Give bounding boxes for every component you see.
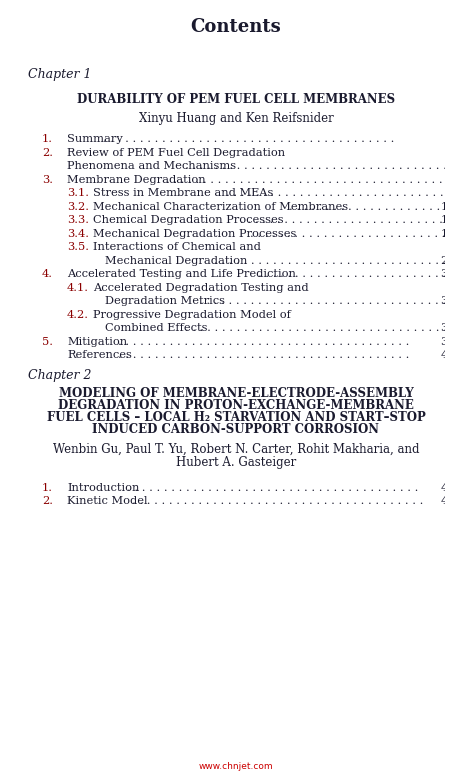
Text: . . . . . . . . . . . . . . . . . . . . . . . . . . . . . . . . . . . . . . . .: . . . . . . . . . . . . . . . . . . . . … bbox=[166, 174, 457, 185]
Text: Membrane Degradation: Membrane Degradation bbox=[67, 174, 206, 185]
Text: Chapter 1: Chapter 1 bbox=[28, 68, 92, 81]
Text: 1: 1 bbox=[448, 134, 455, 144]
Text: . . . . . . . . . . . . . . . . . . . . . . . . . . . . . . . . . . . . . . . .: . . . . . . . . . . . . . . . . . . . . … bbox=[103, 134, 394, 144]
Text: . . . . . . . . . . . . . . . . . . . . . . . . . . . . . . . . . . . . . . . .: . . . . . . . . . . . . . . . . . . . . … bbox=[226, 188, 472, 198]
Text: Xinyu Huang and Ken Reifsnider: Xinyu Huang and Ken Reifsnider bbox=[139, 112, 333, 125]
Text: References: References bbox=[67, 350, 132, 360]
Text: Progressive Degradation Model of: Progressive Degradation Model of bbox=[93, 309, 291, 319]
Text: 2: 2 bbox=[448, 161, 455, 171]
Text: Mechanical Characterization of Membranes: Mechanical Characterization of Membranes bbox=[93, 202, 348, 212]
Text: Review of PEM Fuel Cell Degradation: Review of PEM Fuel Cell Degradation bbox=[67, 147, 285, 157]
Text: 39: 39 bbox=[440, 337, 455, 347]
Text: MODELING OF MEMBRANE-ELECTRODE-ASSEMBLY: MODELING OF MEMBRANE-ELECTRODE-ASSEMBLY bbox=[59, 386, 413, 400]
Text: Mitigation: Mitigation bbox=[67, 337, 127, 347]
Text: 4.2.: 4.2. bbox=[67, 309, 89, 319]
Text: Chapter 2: Chapter 2 bbox=[28, 368, 92, 382]
Text: . . . . . . . . . . . . . . . . . . . . . . . . . . . . . . . . . . . . . . . .: . . . . . . . . . . . . . . . . . . . . … bbox=[258, 269, 472, 279]
Text: 3.: 3. bbox=[42, 174, 53, 185]
Text: Accelerated Testing and Life Prediction: Accelerated Testing and Life Prediction bbox=[67, 269, 296, 279]
Text: 15: 15 bbox=[440, 215, 455, 225]
Text: 3.2.: 3.2. bbox=[67, 202, 89, 212]
Text: 31: 31 bbox=[440, 269, 455, 279]
Text: 35: 35 bbox=[440, 323, 455, 333]
Text: 3.3.: 3.3. bbox=[67, 215, 89, 225]
Text: Interactions of Chemical and: Interactions of Chemical and bbox=[93, 242, 261, 252]
Text: . . . . . . . . . . . . . . . . . . . . . . . . . . . . . . . . . . . . . . . .: . . . . . . . . . . . . . . . . . . . . … bbox=[250, 228, 472, 238]
Text: 31: 31 bbox=[440, 296, 455, 306]
Text: Mechanical Degradation Processes: Mechanical Degradation Processes bbox=[93, 228, 296, 238]
Text: . . . . . . . . . . . . . . . . . . . . . . . . . . . . . . . . . . . . . . . .: . . . . . . . . . . . . . . . . . . . . … bbox=[185, 161, 472, 171]
Text: 49: 49 bbox=[440, 496, 455, 506]
Text: . . . . . . . . . . . . . . . . . . . . . . . . . . . . . . . . . . . . . . . .: . . . . . . . . . . . . . . . . . . . . … bbox=[241, 215, 472, 225]
Text: . . . . . . . . . . . . . . . . . . . . . . . . . . . . . . . . . . . . . . . .: . . . . . . . . . . . . . . . . . . . . … bbox=[289, 202, 472, 212]
Text: Summary: Summary bbox=[67, 134, 123, 144]
Text: 3.5.: 3.5. bbox=[67, 242, 89, 252]
Text: 4.: 4. bbox=[42, 269, 53, 279]
Text: . . . . . . . . . . . . . . . . . . . . . . . . . . . . . . . . . . . . . . . .: . . . . . . . . . . . . . . . . . . . . … bbox=[118, 337, 409, 347]
Text: Kinetic Model: Kinetic Model bbox=[67, 496, 147, 506]
Text: Degradation Metrics: Degradation Metrics bbox=[105, 296, 225, 306]
Text: Hubert A. Gasteiger: Hubert A. Gasteiger bbox=[176, 456, 296, 468]
Text: 42: 42 bbox=[440, 350, 455, 360]
Text: 6: 6 bbox=[448, 174, 455, 185]
Text: Chemical Degradation Processes: Chemical Degradation Processes bbox=[93, 215, 284, 225]
Text: Mechanical Degradation: Mechanical Degradation bbox=[105, 256, 247, 266]
Text: Wenbin Gu, Paul T. Yu, Robert N. Carter, Rohit Makharia, and: Wenbin Gu, Paul T. Yu, Robert N. Carter,… bbox=[53, 442, 419, 456]
Text: 5.: 5. bbox=[42, 337, 53, 347]
Text: Stress in Membrane and MEAs: Stress in Membrane and MEAs bbox=[93, 188, 273, 198]
Text: DEGRADATION IN PROTON-EXCHANGE-MEMBRANE: DEGRADATION IN PROTON-EXCHANGE-MEMBRANE bbox=[58, 399, 414, 411]
Text: Combined Effects: Combined Effects bbox=[105, 323, 208, 333]
Text: INDUCED CARBON-SUPPORT CORROSION: INDUCED CARBON-SUPPORT CORROSION bbox=[93, 422, 379, 435]
Text: 2.: 2. bbox=[42, 147, 53, 157]
Text: Contents: Contents bbox=[191, 18, 281, 36]
Text: 18: 18 bbox=[440, 228, 455, 238]
Text: 2.: 2. bbox=[42, 496, 53, 506]
Text: 11: 11 bbox=[440, 202, 455, 212]
Text: FUEL CELLS – LOCAL H₂ STARVATION AND START–STOP: FUEL CELLS – LOCAL H₂ STARVATION AND STA… bbox=[47, 411, 425, 424]
Text: . . . . . . . . . . . . . . . . . . . . . . . . . . . . . . . . . . . . . . . .: . . . . . . . . . . . . . . . . . . . . … bbox=[132, 496, 423, 506]
Text: 45: 45 bbox=[440, 482, 455, 492]
Text: . . . . . . . . . . . . . . . . . . . . . . . . . . . . . . . . . . . . . . . .: . . . . . . . . . . . . . . . . . . . . … bbox=[118, 350, 409, 360]
Text: www.chnjet.com: www.chnjet.com bbox=[199, 762, 273, 771]
Text: Introduction: Introduction bbox=[67, 482, 139, 492]
Text: 1.: 1. bbox=[42, 134, 53, 144]
Text: Accelerated Degradation Testing and: Accelerated Degradation Testing and bbox=[93, 283, 309, 292]
Text: 26: 26 bbox=[440, 256, 455, 266]
Text: DURABILITY OF PEM FUEL CELL MEMBRANES: DURABILITY OF PEM FUEL CELL MEMBRANES bbox=[77, 93, 395, 106]
Text: . . . . . . . . . . . . . . . . . . . . . . . . . . . . . . . . . . . . . . . .: . . . . . . . . . . . . . . . . . . . . … bbox=[127, 482, 419, 492]
Text: 3.1.: 3.1. bbox=[67, 188, 89, 198]
Bar bbox=[445, 0, 472, 779]
Text: 3.4.: 3.4. bbox=[67, 228, 89, 238]
Text: . . . . . . . . . . . . . . . . . . . . . . . . . . . . . . . . . . . . . . . .: . . . . . . . . . . . . . . . . . . . . … bbox=[199, 296, 472, 306]
Text: 7: 7 bbox=[448, 188, 455, 198]
Text: . . . . . . . . . . . . . . . . . . . . . . . . . . . . . . . . . . . . . . . .: . . . . . . . . . . . . . . . . . . . . … bbox=[185, 323, 472, 333]
Text: Phenomena and Mechanisms: Phenomena and Mechanisms bbox=[67, 161, 236, 171]
Text: 1.: 1. bbox=[42, 482, 53, 492]
Text: 4.1.: 4.1. bbox=[67, 283, 89, 292]
Text: . . . . . . . . . . . . . . . . . . . . . . . . . . . . . . . . . . . . . . . .: . . . . . . . . . . . . . . . . . . . . … bbox=[214, 256, 472, 266]
